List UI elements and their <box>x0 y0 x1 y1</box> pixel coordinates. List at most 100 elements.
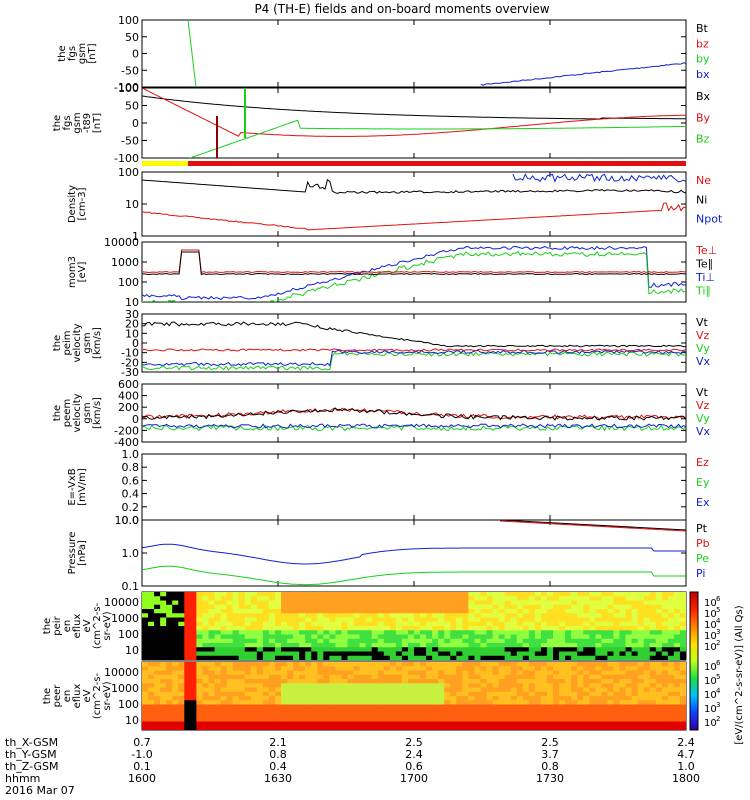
heatmap-cell <box>492 630 500 636</box>
heatmap-cell <box>577 725 584 730</box>
heatmap-cell <box>667 662 675 667</box>
heatmap-cell <box>365 604 373 610</box>
heatmap-cell <box>667 647 675 653</box>
heatmap-cell <box>178 717 185 723</box>
heatmap-cell <box>607 691 615 697</box>
heatmap-cell <box>353 674 361 680</box>
heatmap-cell <box>540 651 548 657</box>
heatmap-cell <box>492 609 500 614</box>
heatmap-cell <box>184 717 191 723</box>
heatmap-cell <box>299 643 306 648</box>
heatmap-cell <box>220 713 228 718</box>
heatmap-cell <box>262 725 270 730</box>
heatmap-cell <box>311 700 318 706</box>
heatmap-cell <box>553 683 560 689</box>
heatmap-cell <box>450 600 457 606</box>
heatmap-cell <box>522 626 530 631</box>
heatmap-cell <box>196 674 204 680</box>
heatmap-cell <box>244 655 252 660</box>
heatmap-cell <box>480 655 488 660</box>
heatmap-cell <box>401 721 409 727</box>
heatmap-cell <box>450 634 457 640</box>
heatmap-cell <box>178 704 185 710</box>
heatmap-cell <box>619 725 627 730</box>
heatmap-cell <box>293 717 300 723</box>
heatmap-cell <box>268 691 276 697</box>
heatmap-cell <box>504 609 512 614</box>
heatmap-cell <box>486 725 494 730</box>
heatmap-cell <box>214 713 222 718</box>
heatmap-cell <box>595 600 602 606</box>
heatmap-cell <box>166 638 173 644</box>
heatmap-cell <box>528 679 536 684</box>
heatmap-cell <box>220 651 228 657</box>
heatmap-cell <box>613 634 621 640</box>
heatmap-cell <box>407 713 415 718</box>
heatmap-cell <box>661 655 669 660</box>
heatmap-cell <box>226 713 234 718</box>
heatmap-cell <box>577 643 584 648</box>
heatmap-cell <box>571 666 578 672</box>
heatmap-cell <box>395 708 403 714</box>
heatmap-cell <box>553 621 560 627</box>
heatmap-cell <box>347 638 355 644</box>
heatmap-cell <box>637 651 645 657</box>
heatmap-cell <box>359 638 367 644</box>
heatmap-cell <box>589 638 596 644</box>
trace-by <box>187 20 197 87</box>
heatmap-cell <box>420 674 427 680</box>
y-tick-label: 0 <box>132 413 139 426</box>
heatmap-cell <box>607 609 615 614</box>
heatmap-cell <box>238 662 246 667</box>
heatmap-cell <box>474 609 482 614</box>
heatmap-cell <box>335 713 343 718</box>
heatmap-cell <box>232 691 240 697</box>
heatmap-cell <box>190 696 197 701</box>
heatmap-cell <box>534 700 542 706</box>
heatmap-cell <box>462 700 469 706</box>
ephem-value: 1700 <box>400 772 428 785</box>
heatmap-cell <box>371 626 379 631</box>
heatmap-cell <box>553 679 560 684</box>
heatmap-cell <box>559 655 566 660</box>
heatmap-cell <box>281 708 288 714</box>
heatmap-cell <box>673 655 681 660</box>
heatmap-cell <box>299 679 306 684</box>
heatmap-cell <box>401 700 409 706</box>
heatmap-cell <box>317 717 324 723</box>
heatmap-cell <box>510 609 518 614</box>
heatmap-cell <box>395 621 403 627</box>
heatmap-cell <box>504 713 512 718</box>
y-tick-label: 0 <box>132 337 139 350</box>
heatmap-cell <box>142 626 149 631</box>
heatmap-cell <box>613 696 621 701</box>
heatmap-cell <box>637 717 645 723</box>
heatmap-cell <box>534 647 542 653</box>
heatmap-cell <box>516 626 524 631</box>
heatmap-cell <box>456 708 463 714</box>
heatmap-cell <box>244 596 252 602</box>
heatmap-cell <box>250 696 258 701</box>
heatmap-cell <box>571 604 578 610</box>
heatmap-cell <box>480 674 488 680</box>
heatmap-cell <box>492 704 500 710</box>
heatmap-cell <box>432 600 439 606</box>
heatmap-cell <box>172 666 179 672</box>
heatmap-cell <box>262 634 270 640</box>
heatmap-cell <box>432 708 439 714</box>
heatmap-cell <box>414 679 421 684</box>
heatmap-cell <box>414 613 421 619</box>
heatmap-cell <box>250 655 258 660</box>
heatmap-cell <box>293 630 300 636</box>
heatmap-cell <box>456 662 463 667</box>
heatmap-cell <box>420 704 427 710</box>
heatmap-cell <box>673 626 681 631</box>
heatmap-cell <box>172 626 179 631</box>
heatmap-cell <box>329 666 337 672</box>
heatmap-cell <box>516 634 524 640</box>
heatmap-cell <box>256 604 264 610</box>
panel-traces <box>142 520 686 586</box>
heatmap-cell <box>601 674 609 680</box>
heatmap-cell <box>661 670 669 676</box>
